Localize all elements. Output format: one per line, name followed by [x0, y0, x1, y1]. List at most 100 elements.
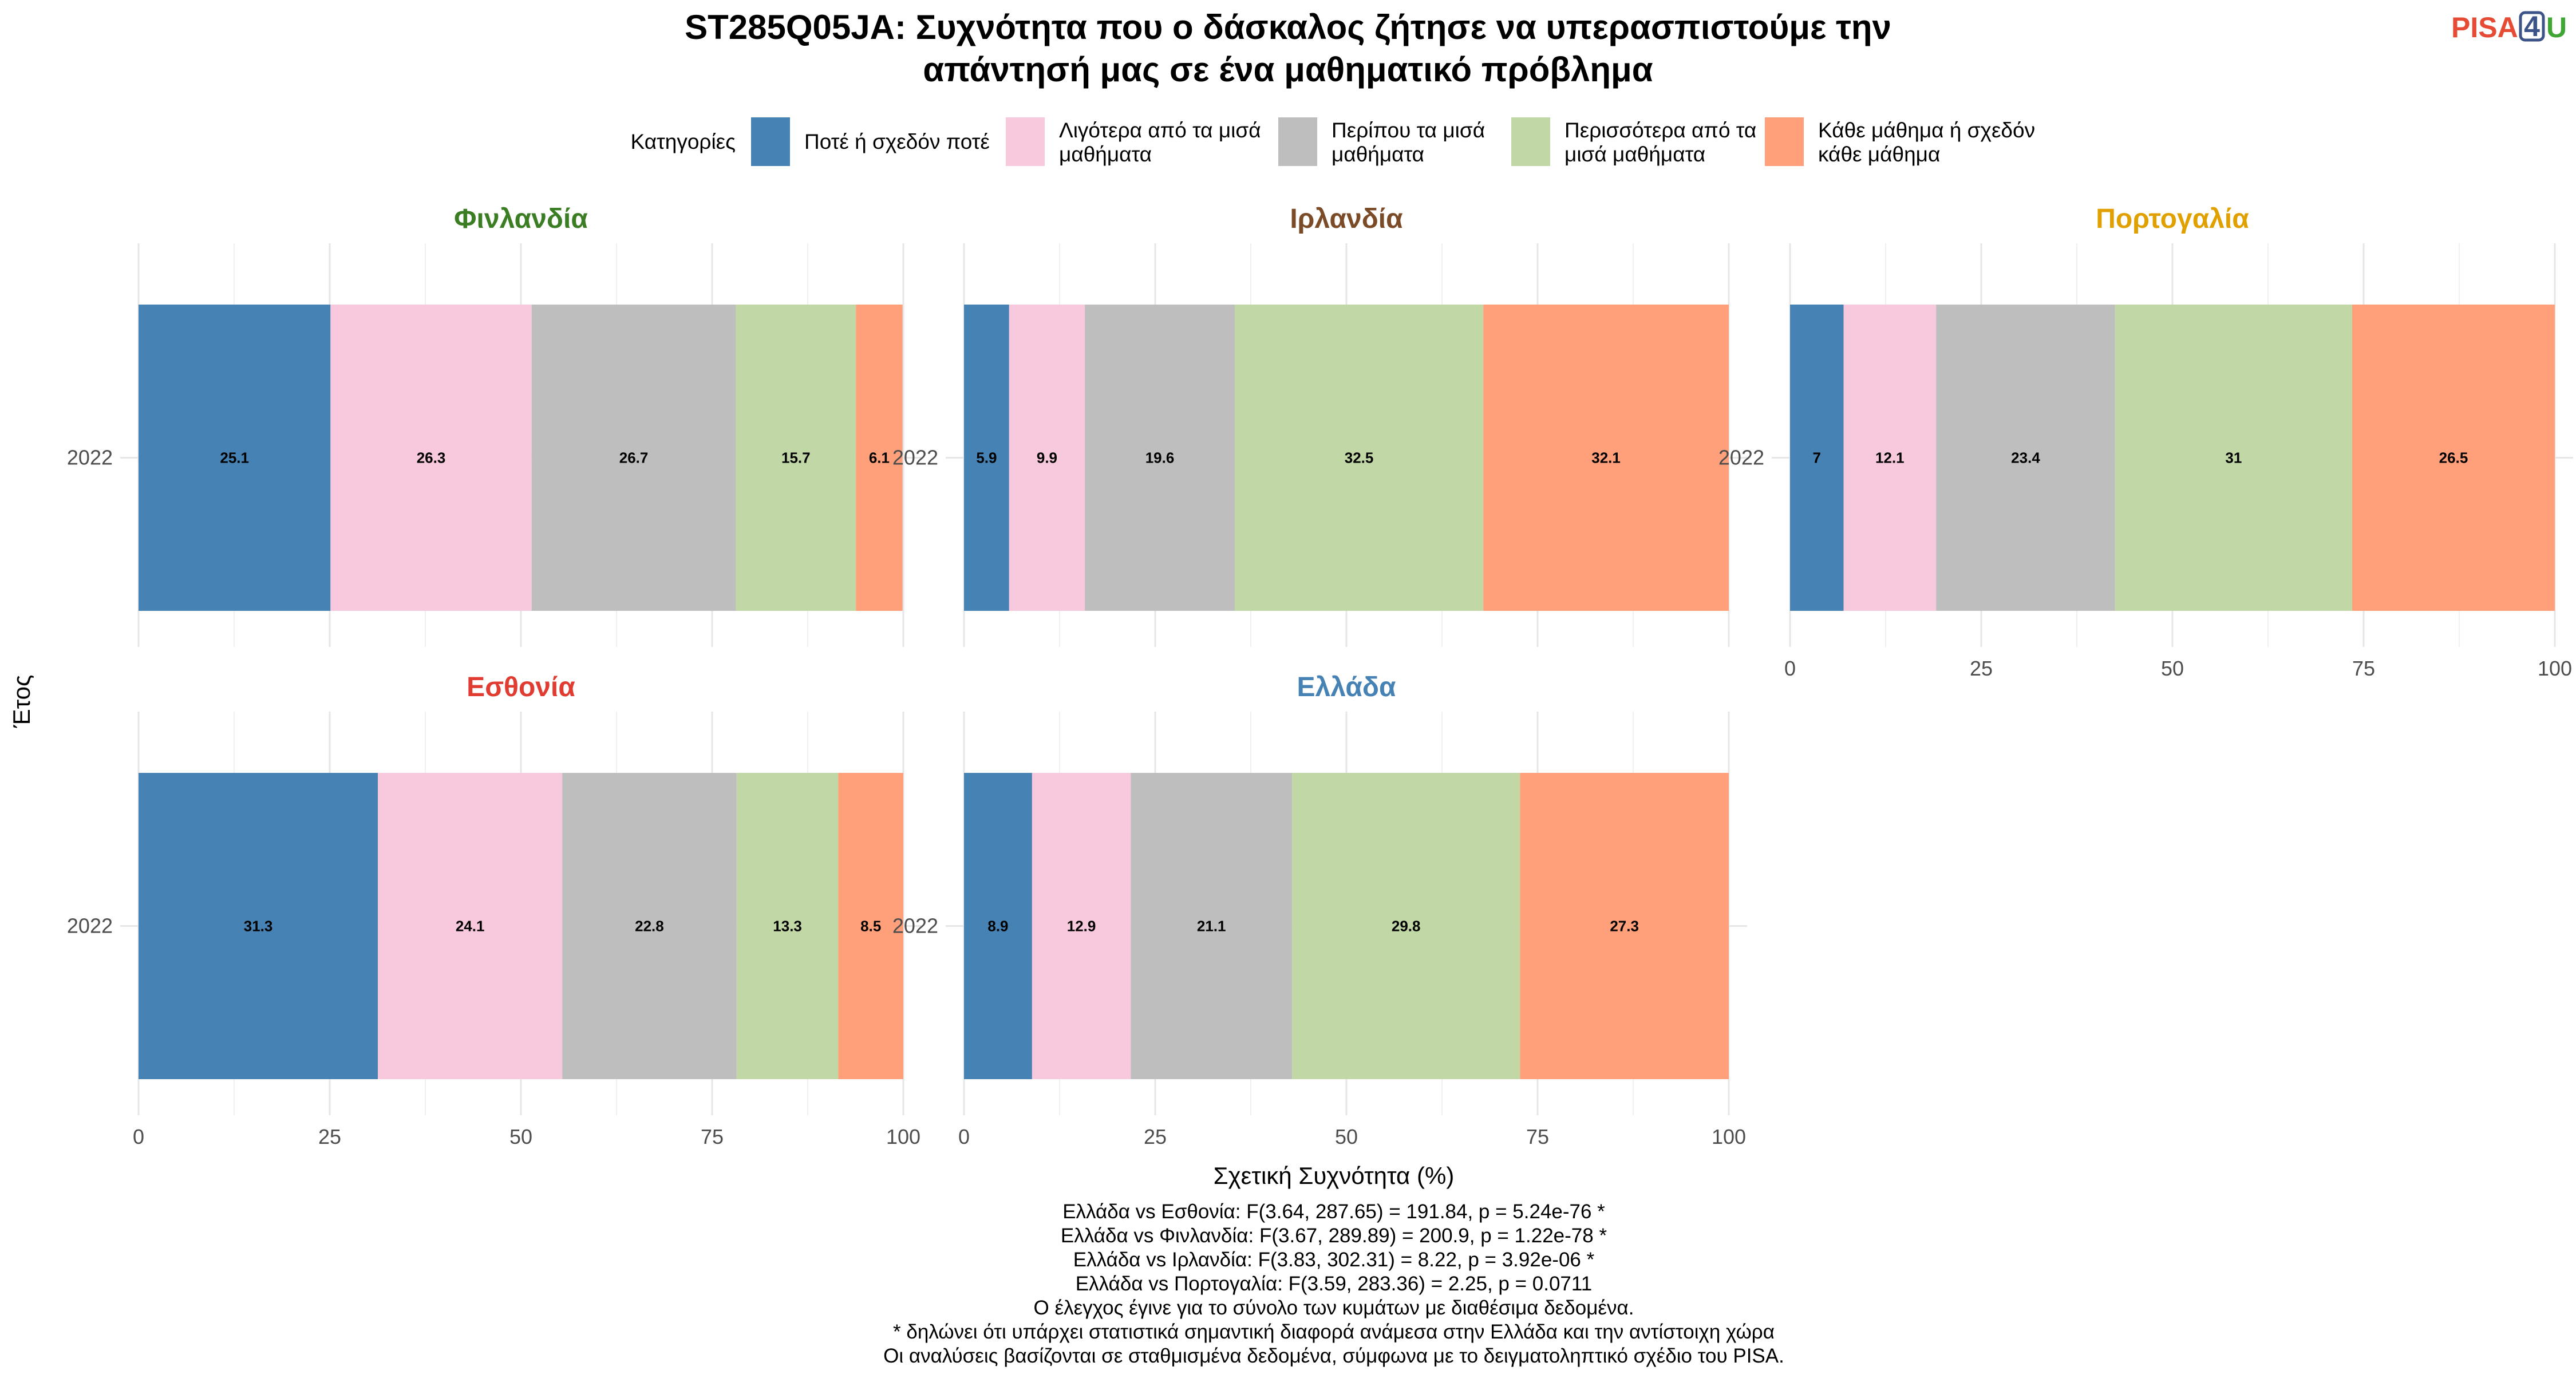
bar-label: 26.3 — [417, 449, 446, 467]
bar-label: 7 — [1813, 449, 1821, 467]
x-axis-title: Σχετική Συχνότητα (%) — [1214, 1162, 1455, 1189]
x-tick-label: 25 — [1970, 657, 1993, 680]
legend-label: Κάθε μάθημα ή σχεδόν — [1818, 119, 2035, 142]
caption: Ελλάδα vs Εσθονία: F(3.64, 287.65) = 191… — [883, 1201, 1784, 1367]
bar-segment — [531, 305, 736, 611]
legend: Κατηγορίες Ποτέ ή σχεδόν ποτέ Λιγότερα από… — [631, 117, 2035, 166]
facet-title: Πορτογαλία — [2096, 204, 2249, 234]
legend-label: μαθήματα — [1332, 143, 1424, 166]
chart-title: ST285Q05JA: Συχνότητα που ο δάσκαλος ζήτ… — [685, 8, 1891, 89]
legend-swatch — [751, 117, 790, 166]
bar-segment — [1936, 305, 2115, 611]
bar-label: 21.1 — [1197, 918, 1226, 935]
bar-segment — [1009, 305, 1085, 611]
pisa4u-logo: PISA 4 U — [2451, 10, 2567, 44]
caption-line: Ελλάδα vs Ιρλανδία: F(3.83, 302.31) = 8.… — [1073, 1249, 1595, 1271]
y-tick-label: 2022 — [892, 446, 938, 469]
bar-label: 32.1 — [1591, 449, 1621, 467]
facet-panels: Φινλανδία 2022 25.1 26.3 26.7 15.7 6.1 Ιρλανδία… — [67, 204, 2573, 1148]
bar-segment — [964, 773, 1032, 1079]
x-tick-label: 100 — [1712, 1125, 1746, 1148]
x-tick-label: 100 — [2538, 657, 2572, 680]
bar-segment — [1790, 305, 1844, 611]
legend-title: Κατηγορίες — [631, 130, 736, 153]
bar-segment — [2352, 305, 2555, 611]
bar-segment — [1843, 305, 1937, 611]
facet-panel: Ελλάδα 2022 8.9 12.9 21.1 29.8 27.3 0 25 50 75 100 — [892, 672, 1747, 1148]
x-tick-label: 75 — [701, 1125, 724, 1148]
logo-u: U — [2546, 11, 2567, 44]
legend-label: μισά μαθήματα — [1564, 143, 1705, 166]
logo-digit: 4 — [2524, 10, 2540, 42]
facet-title: Ελλάδα — [1297, 672, 1396, 702]
legend-swatch — [1278, 117, 1317, 166]
bar-label: 29.8 — [1392, 918, 1421, 935]
x-tick-label: 75 — [1526, 1125, 1549, 1148]
bar-label: 26.7 — [619, 449, 649, 467]
bar-label: 8.9 — [987, 918, 1008, 935]
title-line: ST285Q05JA: Συχνότητα που ο δάσκαλος ζήτ… — [685, 8, 1891, 46]
bar-label: 26.5 — [2439, 449, 2468, 467]
bar-segment — [139, 773, 378, 1079]
bar-segment — [378, 773, 563, 1079]
bar-segment — [1483, 305, 1729, 611]
x-tick-label: 50 — [1335, 1125, 1358, 1148]
legend-swatch — [1511, 117, 1550, 166]
y-tick-label: 2022 — [67, 914, 113, 938]
facet-panel: Φινλανδία 2022 25.1 26.3 26.7 15.7 6.1 — [67, 204, 922, 647]
bar-segment — [1520, 773, 1729, 1079]
caption-line: Οι αναλύσεις βασίζονται σε σταθμισμένα δ… — [883, 1345, 1784, 1367]
axis-titles: Σχετική Συχνότητα (%) Έτος — [8, 675, 1454, 1189]
facet-panel: Εσθονία 2022 31.3 24.1 22.8 13.3 8.5 0 25 50 75 100 — [67, 672, 922, 1148]
bar-label: 6.1 — [869, 449, 890, 467]
facet-title: Φινλανδία — [454, 204, 588, 234]
legend-swatch — [1006, 117, 1045, 166]
x-tick-label: 50 — [2161, 657, 2184, 680]
y-tick-label: 2022 — [67, 446, 113, 469]
bar-label: 15.7 — [781, 449, 811, 467]
facet-title: Ιρλανδία — [1290, 204, 1403, 234]
caption-line: Ελλάδα vs Εσθονία: F(3.64, 287.65) = 191… — [1062, 1201, 1605, 1223]
bar-segment — [736, 773, 839, 1079]
x-tick-label: 100 — [886, 1125, 920, 1148]
x-tick-label: 0 — [958, 1125, 970, 1148]
legend-label: Περίπου τα μισά — [1332, 119, 1485, 142]
x-tick-label: 25 — [318, 1125, 341, 1148]
x-tick-label: 0 — [1784, 657, 1796, 680]
bar-label: 8.5 — [860, 918, 881, 935]
y-axis-title: Έτος — [8, 675, 35, 729]
bar-label: 24.1 — [456, 918, 485, 935]
bar-segment — [1085, 305, 1235, 611]
logo-box — [2519, 11, 2545, 42]
bar-label: 13.3 — [773, 918, 802, 935]
facet-panel: Πορτογαλία 2022 7 12.1 23.4 31 26.5 0 25 50 75 100 — [1718, 204, 2573, 680]
y-tick-label: 2022 — [892, 914, 938, 938]
bar-label: 25.1 — [220, 449, 249, 467]
bar-segment — [1032, 773, 1131, 1079]
legend-label: Περισσότερα από τα — [1564, 119, 1756, 142]
title-line: απάντησή μας σε ένα μαθηματικό πρόβλημα — [923, 50, 1653, 89]
bar-segment — [1131, 773, 1293, 1079]
caption-line: Ελλάδα vs Πορτογαλία: F(3.59, 283.36) = … — [1076, 1273, 1592, 1295]
bar-label: 32.5 — [1345, 449, 1374, 467]
bar-label: 22.8 — [635, 918, 664, 935]
caption-line: Ελλάδα vs Φινλανδία: F(3.67, 289.89) = 2… — [1061, 1225, 1607, 1247]
legend-label: Λιγότερα από τα μισά — [1059, 119, 1261, 142]
bar-segment — [1292, 773, 1520, 1079]
bar-label: 23.4 — [2011, 449, 2040, 467]
logo-text: PISA — [2451, 11, 2518, 44]
x-tick-label: 0 — [133, 1125, 144, 1148]
bar-label: 19.6 — [1145, 449, 1175, 467]
bar-label: 27.3 — [1610, 918, 1639, 935]
bar-segment — [330, 305, 532, 611]
bar-label: 12.9 — [1067, 918, 1096, 935]
legend-label: κάθε μάθημα — [1818, 143, 1940, 166]
bar-segment — [838, 773, 903, 1079]
bar-segment — [964, 305, 1009, 611]
x-tick-label: 75 — [2352, 657, 2375, 680]
legend-swatch — [1765, 117, 1804, 166]
